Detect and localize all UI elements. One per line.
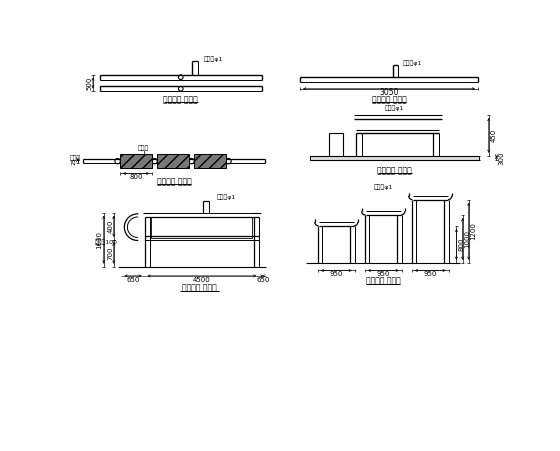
Text: 500: 500 (86, 76, 92, 90)
Bar (194, 154, 226, 168)
Text: 700: 700 (108, 246, 114, 260)
Text: 健身架二 平面图: 健身架二 平面图 (372, 95, 407, 104)
Bar (310, 156, 479, 161)
Bar (151, 216, 253, 238)
Text: 扶手管φ1: 扶手管φ1 (385, 105, 404, 111)
Text: 1200: 1200 (470, 222, 477, 240)
Text: 健身架三 平面图: 健身架三 平面图 (157, 177, 192, 186)
Text: 扶手管φ1: 扶手管φ1 (403, 60, 422, 66)
Text: 健身架一 平面图: 健身架一 平面图 (164, 95, 198, 104)
Text: 650: 650 (127, 277, 139, 283)
Text: 3050: 3050 (379, 88, 399, 97)
Text: 1600: 1600 (96, 231, 102, 249)
Text: 950: 950 (330, 272, 343, 277)
Text: 扶手管φ1: 扶手管φ1 (217, 194, 236, 200)
Text: 400: 400 (108, 220, 114, 233)
Text: 脚踏板100: 脚踏板100 (95, 239, 118, 245)
Text: 25: 25 (71, 157, 76, 165)
Text: 健身架四 平面图: 健身架四 平面图 (377, 167, 412, 175)
Text: 健身架一 立面图: 健身架一 立面图 (182, 284, 217, 293)
Bar (157, 154, 189, 168)
Text: 1000: 1000 (464, 230, 470, 248)
Text: 300: 300 (498, 152, 504, 165)
Text: 健身架二 立面图: 健身架二 立面图 (366, 277, 400, 286)
Text: 800: 800 (458, 238, 464, 251)
Text: 800: 800 (129, 174, 143, 179)
Text: 磁阻体: 磁阻体 (138, 145, 150, 151)
Text: 扶手管φ1: 扶手管φ1 (203, 56, 223, 62)
Bar (120, 154, 152, 168)
Text: 650: 650 (256, 277, 269, 283)
Text: 扶手管φ1: 扶手管φ1 (374, 184, 393, 190)
Text: 4500: 4500 (193, 277, 211, 283)
Text: 磁阻体: 磁阻体 (70, 155, 81, 161)
Text: 950: 950 (423, 272, 437, 277)
Text: 950: 950 (376, 272, 390, 277)
Text: 450: 450 (491, 129, 496, 142)
